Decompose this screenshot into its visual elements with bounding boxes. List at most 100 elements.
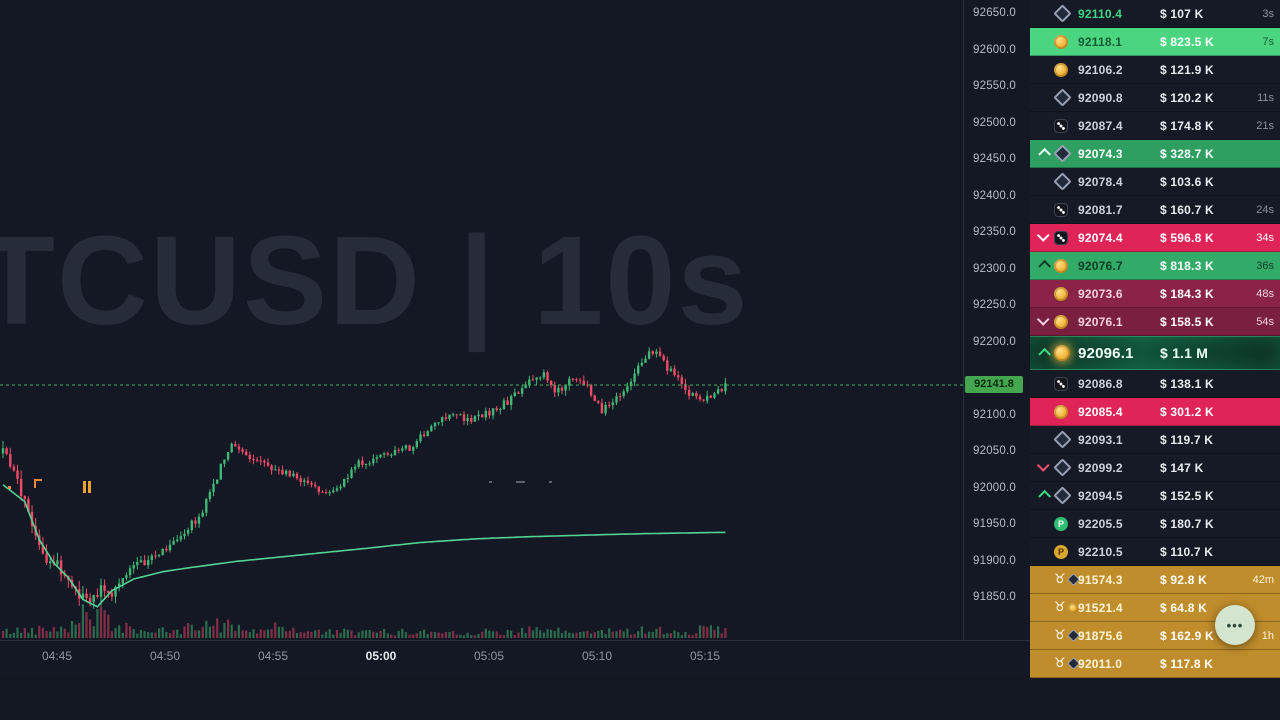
- time-axis-label: 04:50: [149, 649, 181, 663]
- trade-row[interactable]: 92087.4 $ 174.8 K 21s: [1030, 112, 1280, 140]
- coin-icon: [1054, 34, 1068, 49]
- trade-row[interactable]: 92074.4 $ 596.8 K 34s: [1030, 224, 1280, 252]
- trade-amount: $ 184.3 K: [1160, 286, 1214, 301]
- more-options-button[interactable]: •••: [1215, 605, 1255, 645]
- trade-age: 11s: [1257, 91, 1274, 104]
- trade-amount: $ 152.5 K: [1160, 488, 1214, 503]
- trade-price: 92073.6: [1078, 286, 1123, 301]
- trade-price: 92074.4: [1078, 230, 1123, 245]
- trade-price: 92074.3: [1078, 146, 1123, 161]
- trade-row[interactable]: P 92210.5 $ 110.7 K: [1030, 538, 1280, 566]
- trade-row[interactable]: 92099.2 $ 147 K: [1030, 454, 1280, 482]
- trade-row[interactable]: P 92205.5 $ 180.7 K: [1030, 510, 1280, 538]
- trade-amount: $ 119.7 K: [1160, 432, 1214, 447]
- asset-icon-cell: [1053, 172, 1078, 191]
- trade-amount: $ 64.8 K: [1160, 600, 1207, 615]
- asset-icon-cell: ♉: [1054, 657, 1080, 670]
- trade-row[interactable]: ♉ 91574.3 $ 92.8 K 42m: [1030, 566, 1280, 594]
- price-chart[interactable]: TCUSD | 10s: [0, 0, 963, 640]
- trade-row[interactable]: 92076.1 $ 158.5 K 54s: [1030, 308, 1280, 336]
- price-axis-label: 92250.0: [973, 299, 1016, 311]
- trade-amount: $ 596.8 K: [1160, 230, 1214, 245]
- coin-icon: [1054, 258, 1068, 273]
- current-price-label: 92141.8: [965, 375, 1023, 393]
- price-axis-label: 92650.0: [973, 7, 1016, 19]
- trade-amount: $ 162.9 K: [1160, 628, 1214, 643]
- price-axis-label: 92300.0: [973, 262, 1016, 275]
- gem-icon: [1053, 172, 1072, 191]
- trade-amount: $ 160.7 K: [1160, 202, 1214, 217]
- trade-amount: $ 107 K: [1160, 6, 1204, 21]
- trade-price: 92205.5: [1078, 516, 1123, 531]
- trade-price: 92085.4: [1078, 404, 1123, 419]
- gem-icon: [1053, 430, 1072, 449]
- trade-price: 92090.8: [1078, 90, 1123, 105]
- up-chevron-icon: [1038, 259, 1054, 273]
- trade-amount: $ 147 K: [1160, 460, 1204, 475]
- time-axis-label: 05:05: [473, 649, 505, 663]
- time-axis-label: 05:00: [365, 649, 397, 663]
- trade-row[interactable]: 92094.5 $ 152.5 K: [1030, 482, 1280, 510]
- trade-row[interactable]: 92096.1 $ 1.1 M: [1030, 336, 1280, 370]
- trade-row[interactable]: 92118.1 $ 823.5 K 7s: [1030, 28, 1280, 56]
- trade-age: 7s: [1262, 35, 1274, 48]
- trade-row[interactable]: 92074.3 $ 328.7 K: [1030, 140, 1280, 168]
- trade-row[interactable]: 92110.4 $ 107 K 3s: [1030, 0, 1280, 28]
- price-axis-label: 92050.0: [973, 445, 1016, 457]
- coin-icon: [1054, 314, 1068, 329]
- trade-amount: $ 92.8 K: [1160, 572, 1207, 587]
- candlestick-series: [0, 347, 963, 638]
- time-axis-label: 04:45: [41, 649, 73, 663]
- asset-icon-cell: [1053, 458, 1078, 477]
- trade-row[interactable]: 92081.7 $ 160.7 K 24s: [1030, 196, 1280, 224]
- trade-price: 92096.1: [1078, 344, 1134, 362]
- trade-row[interactable]: 92090.8 $ 120.2 K 11s: [1030, 84, 1280, 112]
- trade-row[interactable]: ♉ 92011.0 $ 117.8 K: [1030, 650, 1280, 678]
- down-chevron-icon: [1036, 229, 1054, 242]
- asset-icon-cell: [1053, 486, 1078, 505]
- asset-icon-cell: ♉: [1054, 573, 1080, 586]
- trade-price: 92210.5: [1078, 544, 1123, 559]
- trade-amount: $ 120.2 K: [1160, 90, 1214, 105]
- trade-amount: $ 110.7 K: [1160, 544, 1214, 559]
- coin-icon: [1067, 602, 1078, 613]
- trade-row[interactable]: 92073.6 $ 184.3 K 48s: [1030, 280, 1280, 308]
- chart-marker: [88, 481, 91, 493]
- down-chevron-icon: [1036, 313, 1054, 326]
- asset-icon-cell: [1053, 144, 1078, 163]
- trade-price: 92078.4: [1078, 174, 1123, 189]
- trade-row[interactable]: 92086.8 $ 138.1 K: [1030, 370, 1280, 398]
- chart-marker: [34, 479, 36, 488]
- trade-age: 21s: [1256, 119, 1274, 132]
- trade-price: 91574.3: [1078, 572, 1123, 587]
- time-axis-label: 05:10: [581, 649, 613, 663]
- time-axis[interactable]: 04:45 04:50 04:55 05:00 05:05 05:10 05:15: [0, 640, 1030, 674]
- gem-icon: [1053, 486, 1072, 505]
- trade-price: 92106.2: [1078, 62, 1123, 77]
- trade-row[interactable]: 92106.2 $ 121.9 K: [1030, 56, 1280, 84]
- dice-icon: [1054, 118, 1068, 133]
- asset-icon-cell: [1054, 118, 1078, 133]
- chart-marker: [549, 481, 552, 483]
- price-axis-label: 92200.0: [973, 335, 1016, 348]
- trade-amount: $ 117.8 K: [1160, 656, 1214, 671]
- coin-p-icon: P: [1054, 544, 1068, 559]
- trade-row[interactable]: 92085.4 $ 301.2 K: [1030, 398, 1280, 426]
- chart-marker: [8, 486, 11, 489]
- trade-row[interactable]: 92093.1 $ 119.7 K: [1030, 426, 1280, 454]
- trade-age: 3s: [1262, 7, 1274, 20]
- trade-price: 91875.6: [1078, 628, 1123, 643]
- trade-amount: $ 121.9 K: [1160, 62, 1214, 77]
- trade-row[interactable]: 92078.4 $ 103.6 K: [1030, 168, 1280, 196]
- trade-row[interactable]: 92076.7 $ 818.3 K 36s: [1030, 252, 1280, 280]
- up-chevron-icon: [1038, 147, 1054, 161]
- trade-price: 92086.8: [1078, 376, 1123, 391]
- price-axis-label: 92600.0: [973, 43, 1016, 56]
- dice-icon: [1054, 202, 1068, 217]
- gem-icon: [1053, 458, 1072, 477]
- trade-age: 34s: [1256, 231, 1274, 244]
- trade-age: 48s: [1256, 287, 1274, 300]
- price-axis-label: 91850.0: [973, 591, 1016, 603]
- price-axis[interactable]: 92141.8 92650.0 92600.0 92550.0 92500.0 9245…: [963, 0, 1030, 640]
- dice-icon: [1054, 230, 1068, 245]
